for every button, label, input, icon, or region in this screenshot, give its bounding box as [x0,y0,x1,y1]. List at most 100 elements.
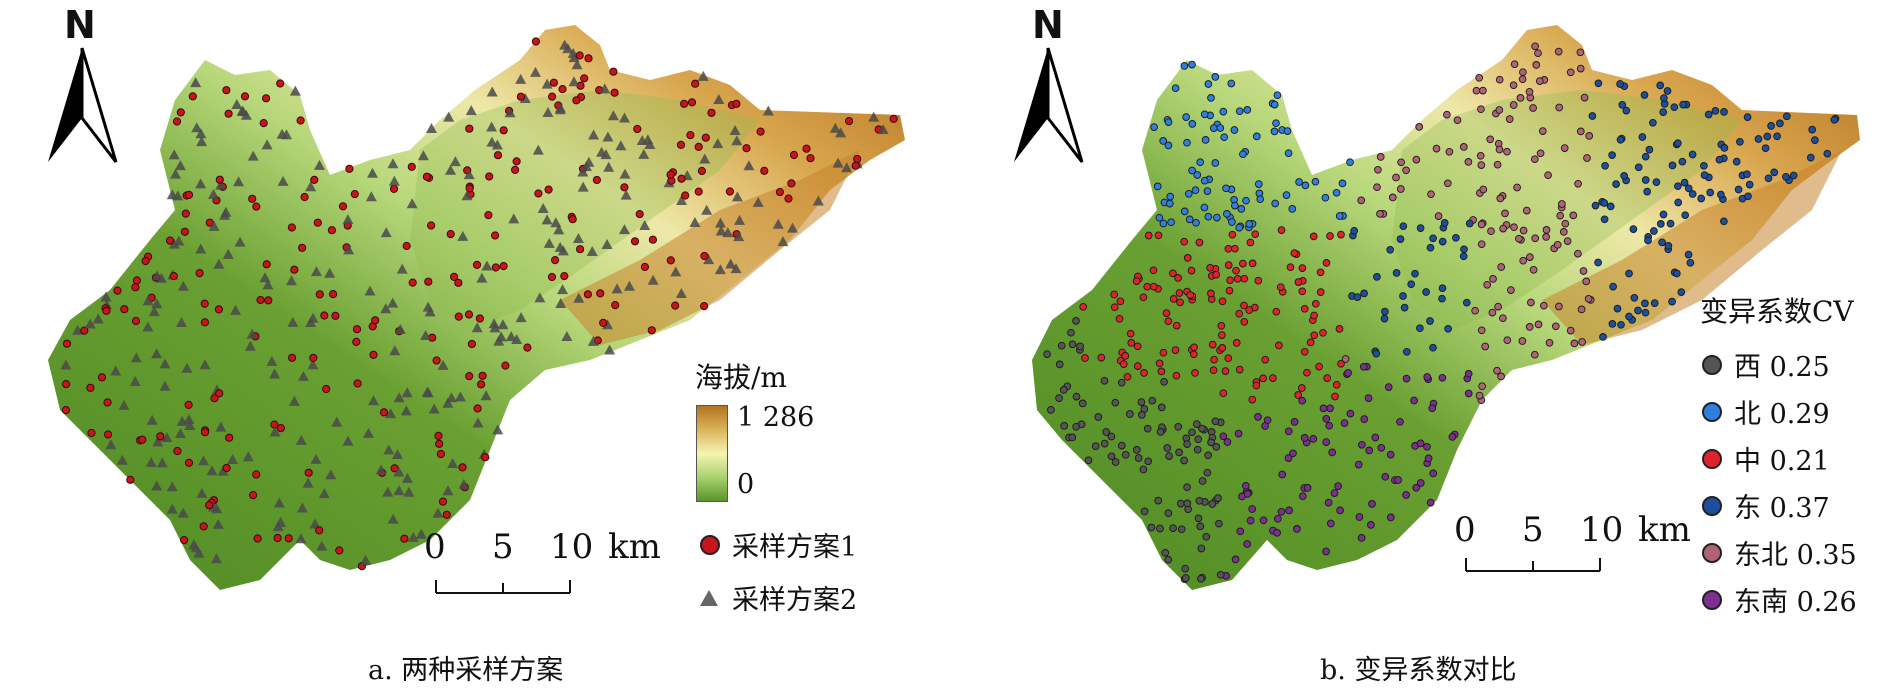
sample-point-scheme-1 [853,154,862,164]
sample-point-scheme-2 [289,85,301,96]
zone-sample-point [1201,136,1210,144]
sample-point-scheme-1 [666,256,675,265]
zone-sample-point [1481,342,1490,351]
sample-point-scheme-1 [315,290,324,299]
sample-point-scheme-2 [342,435,354,446]
zone-sample-point [1254,180,1263,188]
sample-point-scheme-2 [877,124,889,135]
sample-point-scheme-1 [467,339,476,349]
zone-sample-point [1297,384,1306,392]
sample-point-scheme-2 [380,227,392,238]
zone-sample-point [1300,347,1309,356]
sample-point-scheme-2 [206,465,218,476]
sample-point-scheme-2 [554,102,566,113]
zone-sample-point [1326,232,1334,240]
zone-sample-point [1110,303,1119,312]
zone-sample-point [1704,110,1713,119]
zone-sample-point [1416,224,1425,232]
sample-point-scheme-2 [156,457,168,468]
sample-point-scheme-2 [532,144,544,155]
zone-sample-point [1252,381,1261,390]
zone-sample-point [1211,159,1220,167]
zone-sample-point [1323,374,1332,382]
sample-point-scheme-2 [515,73,527,84]
zone-sample-point [1202,532,1211,541]
zone-sample-point [1386,450,1395,459]
zone-sample-point [1198,424,1206,433]
sample-point-scheme-1 [315,526,324,535]
zone-sample-point [1360,415,1369,423]
zone-sample-point [1700,161,1708,170]
sample-point-scheme-2 [403,486,415,497]
zone-sample-point [1132,277,1141,285]
zone-sample-point [1322,438,1331,446]
zone-sample-point [1585,132,1594,140]
sample-point-scheme-1 [288,353,297,362]
sample-point-scheme-1 [491,231,500,240]
zone-sample-point [1295,178,1303,186]
zone-sample-point [1228,218,1236,226]
sample-point-scheme-2 [217,465,229,476]
zone-sample-point [1522,206,1531,215]
sample-point-scheme-1 [596,289,605,298]
zone-sample-point [1331,392,1339,401]
sample-point-scheme-2 [184,419,196,430]
zone-sample-point [1368,500,1376,508]
zone-sample-point [1477,220,1486,229]
zone-sample-point [1505,115,1514,123]
zone-sample-point [1139,465,1148,474]
zone-sample-point [1261,422,1269,430]
zone-sample-point [1416,324,1424,333]
zone-sample-point [1629,225,1638,233]
zone-sample-point [1212,270,1221,279]
zone-sample-point [1715,155,1724,164]
sample-point-scheme-2 [176,415,188,426]
sample-point-scheme-2 [92,313,104,324]
sample-point-scheme-1 [97,373,107,382]
zone-sample-point [1223,438,1232,446]
sample-point-scheme-1 [200,428,210,437]
sample-point-scheme-2 [701,204,713,215]
zone-sample-point [1235,309,1244,318]
sample-point-scheme-1 [647,326,656,335]
zone-sample-point [1176,298,1184,307]
elevation-max-label: 1 286 [737,402,815,433]
zone-sample-point [1164,118,1173,126]
sample-point-scheme-2 [195,243,207,254]
zone-sample-point [1218,297,1227,306]
sample-point-scheme-1 [787,179,796,188]
zone-sample-point [1212,443,1221,451]
zone-sample-point [1181,574,1190,582]
sample-point-scheme-2 [752,196,764,207]
sample-point-scheme-2 [198,455,210,466]
zone-sample-point [1608,151,1616,159]
sample-point-scheme-1 [640,262,650,272]
sample-point-scheme-2 [207,188,219,199]
sample-point-scheme-2 [725,258,737,269]
zone-sample-point [1700,171,1709,179]
sample-point-scheme-2 [196,136,208,147]
zone-sample-point [1438,284,1447,293]
zone-sample-point [1248,505,1257,513]
sample-point-scheme-2 [699,153,711,164]
sample-point-scheme-2 [364,285,376,296]
zone-sample-point [1644,236,1652,245]
zone-sample-point [1133,362,1142,370]
zone-sample-point [1555,103,1564,112]
sample-point-scheme-2 [222,248,234,259]
zone-sample-point [1277,507,1286,516]
zone-sample-point [1235,107,1244,116]
zone-sample-point [1298,396,1307,405]
zone-sample-point [1448,433,1457,441]
zone-sample-point [1659,210,1668,219]
scale-unit: km [608,527,661,567]
sample-point-scheme-2 [365,191,377,202]
elevation-color-ramp [696,405,728,502]
zone-sample-point [1127,339,1136,347]
zone-sample-point [1154,231,1163,240]
zone-sample-point [1576,48,1585,57]
sample-point-scheme-2 [504,107,516,118]
zone-sample-point [1107,432,1116,441]
sample-point-scheme-1 [687,98,697,107]
sample-point-scheme-1 [320,311,329,320]
